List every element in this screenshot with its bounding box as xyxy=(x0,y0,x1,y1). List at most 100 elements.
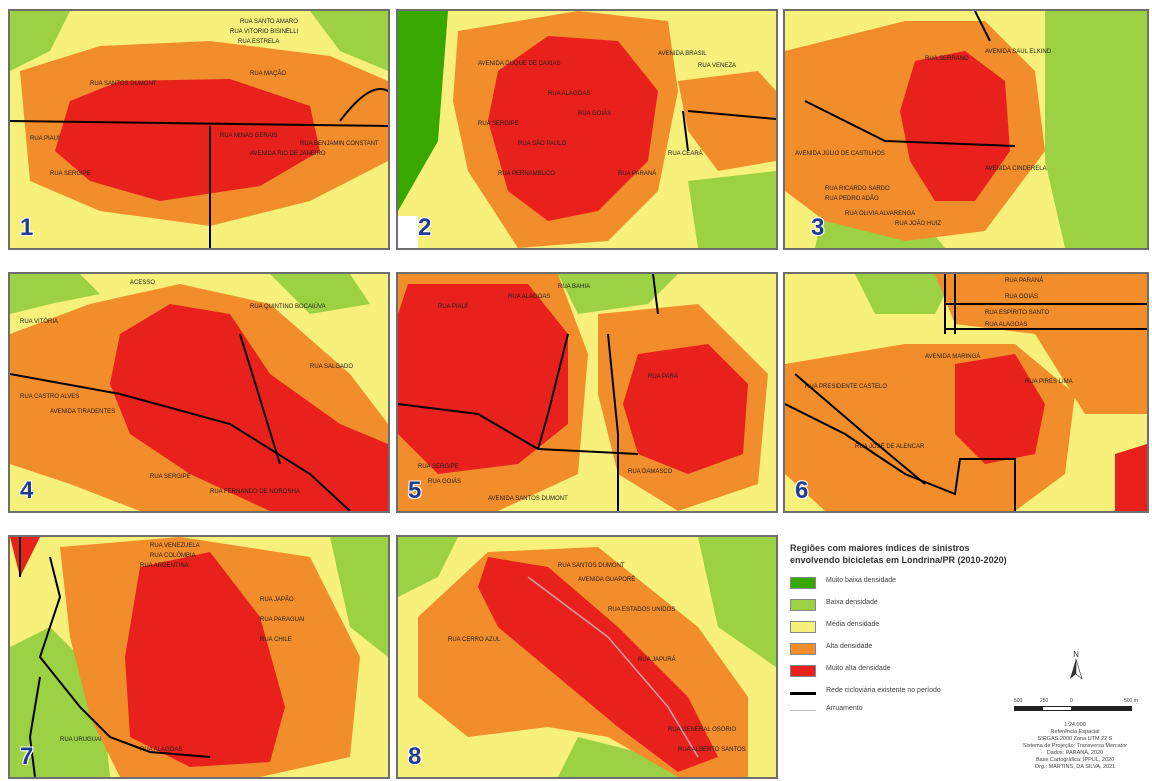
scale-bar-segment xyxy=(1014,706,1042,711)
density-map-3 xyxy=(785,11,1147,248)
legend-swatch xyxy=(790,643,816,655)
legend-line-swatch xyxy=(790,692,816,695)
street-label: RUA SÃO PAULO xyxy=(518,141,567,147)
street-label: RUA VITÓRIA xyxy=(20,319,59,325)
credit-line: Dados: PARANÁ, 2020 xyxy=(1046,750,1104,756)
panel-number: 1 xyxy=(20,214,34,241)
street-label: RUA ALAGOAS xyxy=(508,294,551,300)
street-label: RUA VITORIO BISINELLI xyxy=(230,29,299,35)
panel-number: 4 xyxy=(20,477,34,504)
street-label: RUA PARANÁ xyxy=(1005,278,1044,284)
street-label: RUA RICARDO SARDO xyxy=(825,186,890,192)
street-label: RUA SALGADO xyxy=(310,364,354,370)
map-panel-4: ACESSO RUA VITÓRIA RUA QUINTINO BOCAIÚVA… xyxy=(8,272,390,513)
street-label: AVENIDA SANTOS DUMONT xyxy=(488,496,568,502)
street-label: RUA PIAUÍ xyxy=(438,304,468,310)
map-panel-3: AVENIDA SAUL ELKIND RUA SERRANO AVENIDA … xyxy=(783,9,1149,250)
legend-item-medium: Média densidade xyxy=(790,620,1050,634)
street-label: RUA PIAUÍ xyxy=(30,136,60,142)
legend-label: Muito baixa densidade xyxy=(826,577,897,584)
street-label: RUA BENJAMIN CONSTANT xyxy=(300,141,379,147)
street-label: RUA JOÃO HUIZ xyxy=(895,221,942,227)
street-label: RUA SANTOS DUMONT xyxy=(558,563,625,569)
street-label: RUA MAÇÃO xyxy=(250,71,287,77)
street-label: RUA PERNAMBUCO xyxy=(498,171,556,177)
credit-line: SIRGAS 2000 Zona UTM 22 S xyxy=(1037,736,1113,742)
street-label: RUA CERRO AZUL xyxy=(448,637,501,643)
street-label: RUA CEARÁ xyxy=(668,151,703,157)
street-label: RUA SERGIPE xyxy=(418,464,459,470)
scale-bar-segment xyxy=(1072,706,1132,711)
street-label: RUA JAPURÁ xyxy=(638,657,676,663)
street-label: RUA CASTRO ALVES xyxy=(20,394,80,400)
scale-ratio: 1:24.000 xyxy=(1064,722,1086,728)
legend-item-high: Alta densidade xyxy=(790,642,1050,656)
scale-bar-segment xyxy=(1042,706,1072,711)
density-map-4 xyxy=(10,274,388,511)
scale-tick: 500 m xyxy=(1124,698,1138,704)
density-map-5 xyxy=(398,274,776,511)
scale-tick: 250 xyxy=(1040,698,1049,704)
street-label: AVENIDA GUAPORÉ xyxy=(578,577,636,583)
street-label: RUA PIRES LIMA xyxy=(1025,379,1073,385)
legend-label: Baixa densidade xyxy=(826,599,878,606)
map-credits: 1:24.000 Referência Espacial SIRGAS 2000… xyxy=(1010,722,1140,771)
street-label: RUA URUGUAI xyxy=(60,737,102,743)
panel-number: 2 xyxy=(418,214,432,241)
street-label: AVENIDA MARINGÁ xyxy=(925,354,981,360)
credit-line: Referência Espacial xyxy=(1050,729,1100,735)
legend-title-line2: envolvendo bicicletas em Londrina/PR (20… xyxy=(790,555,1007,565)
street-label: AVENIDA JÚLIO DE CASTILHOS xyxy=(795,151,885,157)
north-arrow-icon: N xyxy=(1064,650,1088,684)
credit-line: Org.: MARTINS, DA SILVA, 2021 xyxy=(1034,764,1116,770)
street-label: RUA JOSÉ DE ALENCAR xyxy=(855,444,925,450)
street-label: RUA FERNANDO DE NORONHA xyxy=(210,489,301,495)
street-label: RUA SERGIPE xyxy=(150,474,191,480)
north-label: N xyxy=(1073,650,1079,659)
scale-tick: 500 xyxy=(1014,698,1023,704)
legend-label: Alta densidade xyxy=(826,643,873,650)
legend-item-low: Baixa densidade xyxy=(790,598,1050,612)
street-label: RUA VENEZUELA xyxy=(150,543,200,549)
street-label: RUA SANTO AMARO xyxy=(240,19,298,25)
street-label: RUA PEDRO ADÃO xyxy=(825,196,879,202)
legend-title-line1: Regiões com maiores índices de sinistros xyxy=(790,543,970,553)
street-label: AVENIDA CINDERELA xyxy=(985,166,1047,172)
map-panel-5: RUA PIAUÍ RUA ALAGOAS RUA SERGIPE RUA BA… xyxy=(396,272,778,513)
street-label: RUA GENERAL OSÓRIO xyxy=(668,727,737,733)
legend-item-bike-network: Rede cicloviária existente no período xyxy=(790,686,1050,700)
panel-number: 7 xyxy=(20,743,34,770)
map-panel-7: RUA VENEZUELA RUA COLÔMBIA RUA ARGENTINA… xyxy=(8,535,390,779)
street-label: RUA DAMASCO xyxy=(628,469,673,475)
street-label: RUA SERGIPE xyxy=(50,171,91,177)
map-panel-8: RUA SANTOS DUMONT AVENIDA GUAPORÉ RUA CE… xyxy=(396,535,778,779)
legend-item-very-high: Muito alta densidade xyxy=(790,664,1050,678)
street-label: RUA CHILE xyxy=(260,637,292,643)
legend-swatch xyxy=(790,577,816,589)
legend-label: Arruamento xyxy=(826,705,863,712)
street-label: RUA GOIÁS xyxy=(1005,294,1039,300)
legend-label: Muito alta densidade xyxy=(826,665,891,672)
panel-number: 6 xyxy=(795,477,809,504)
legend-item-streets: Arruamento xyxy=(790,704,1050,718)
map-panel-2: AVENIDA DUQUE DE CAXIAS RUA SERGIPE RUA … xyxy=(396,9,778,250)
street-label: AVENIDA BRASIL xyxy=(658,51,707,57)
street-label: RUA ESTRELA xyxy=(238,39,280,45)
street-label: RUA GOIÁS xyxy=(428,479,462,485)
street-label: RUA JAPÃO xyxy=(260,597,294,603)
panel-number: 8 xyxy=(408,743,422,770)
density-map-2 xyxy=(398,11,776,248)
street-label: RUA BAHIA xyxy=(558,284,591,290)
street-label: RUA MINAS GERAIS xyxy=(220,133,278,139)
density-map-7 xyxy=(10,537,388,777)
street-label: RUA OLIVIA ALVARENGA xyxy=(845,211,916,217)
street-label: RUA GOIÁS xyxy=(578,111,612,117)
credit-line: Base Cartográfica: IPPUL, 2020 xyxy=(1035,757,1115,763)
street-label: RUA ARGENTINA xyxy=(140,563,189,569)
street-label: AVENIDA RIO DE JANEIRO xyxy=(250,151,326,157)
street-label: ACESSO xyxy=(130,280,156,286)
street-label: AVENIDA TIRADENTES xyxy=(50,409,116,415)
street-label: RUA SERRANO xyxy=(925,56,969,62)
street-label: RUA ESTADOS UNIDOS xyxy=(608,607,676,613)
street-label: RUA SERGIPE xyxy=(478,121,519,127)
